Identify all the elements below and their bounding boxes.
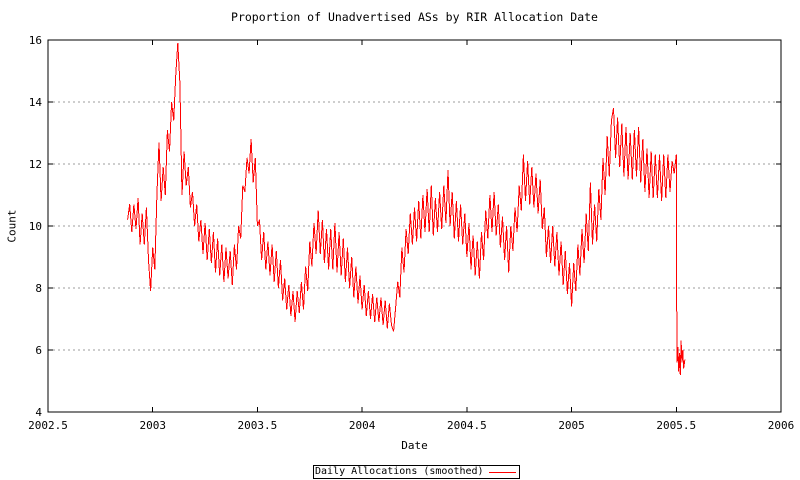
y-tick-label: 4 (35, 406, 42, 419)
x-tick-label: 2004.5 (447, 419, 487, 432)
x-tick-label: 2003.5 (238, 419, 278, 432)
y-tick-label: 6 (35, 344, 42, 357)
y-tick-label: 14 (29, 96, 43, 109)
x-tick-label: 2005.5 (656, 419, 696, 432)
x-tick-label: 2003 (139, 419, 166, 432)
x-tick-label: 2002.5 (28, 419, 68, 432)
x-tick-label: 2004 (349, 419, 376, 432)
chart-title: Proportion of Unadvertised ASs by RIR Al… (231, 10, 598, 24)
data-line (127, 43, 686, 375)
legend: Daily Allocations (smoothed) (313, 465, 520, 479)
y-tick-label: 16 (29, 34, 42, 47)
x-tick-label: 2006 (768, 419, 795, 432)
legend-label: Daily Allocations (smoothed) (315, 466, 484, 477)
y-tick-label: 8 (35, 282, 42, 295)
y-tick-label: 10 (29, 220, 42, 233)
x-tick-label: 2005 (558, 419, 585, 432)
legend-line-sample (488, 471, 516, 473)
x-axis-label: Date (401, 439, 428, 452)
y-tick-label: 12 (29, 158, 42, 171)
y-axis-label: Count (5, 209, 19, 243)
